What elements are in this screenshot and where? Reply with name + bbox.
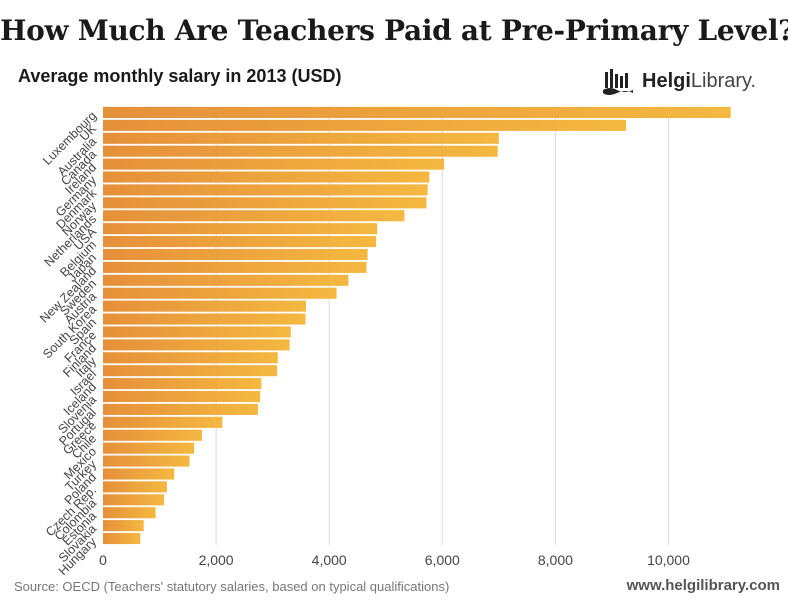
bar-uk [103,119,627,131]
x-tick-label: 8,000 [538,552,573,568]
site-url[interactable]: www.helgilibrary.com [626,577,780,594]
source-note: Source: OECD (Teachers' statutory salari… [14,579,450,594]
bar-norway [103,197,427,209]
bar-south-korea [103,300,307,312]
bar-ireland [103,158,444,170]
x-tick-label: 6,000 [425,552,460,568]
logo-text: HelgiLibrary. [642,70,756,93]
bar-greece [103,416,223,428]
library-columns-icon [603,69,633,95]
bar-israel [103,365,278,377]
bar-france [103,326,291,338]
bar-netherlands [103,210,405,222]
bar-italy [103,352,278,364]
bar-portugal [103,403,258,415]
logo-text-bold: Helgi [642,69,691,92]
bar-luxembourg [103,106,731,118]
logo-text-light: Library. [690,69,757,92]
chart-subtitle: Average monthly salary in 2013 (USD) [18,66,342,86]
x-axis-ticks: 0 2,000 4,000 6,000 8,000 10,000 [99,552,690,568]
bar-japan [103,248,368,261]
bar-sweden [103,274,349,286]
bar-australia [103,132,499,144]
category-labels: LuxembourgUKAustraliaCanadaIrelandGerman… [37,109,100,578]
x-tick-label: 0 [99,552,107,568]
bar-mexico [103,442,195,454]
bar-new-zealand [103,261,367,273]
bar-poland [103,468,175,480]
bar-finland [103,339,290,351]
bar-iceland [103,378,262,390]
bar-denmark [103,184,428,196]
chart-title: How Much Are Teachers Paid at Pre-Primar… [0,14,788,47]
x-tick-label: 2,000 [199,552,234,568]
x-tick-label: 4,000 [312,552,347,568]
bar-spain [103,313,306,325]
bar-czech-rep [103,481,167,493]
bar-colombia [103,494,165,506]
bar-germany [103,171,430,183]
bar-turkey [103,455,190,467]
bar-slovakia [103,520,144,532]
x-tick-label: 10,000 [647,552,690,568]
bar-hungary [103,532,141,545]
bars [103,106,731,545]
bar-chile [103,429,202,441]
bar-usa [103,223,378,235]
bar-austria [103,287,337,299]
bar-canada [103,145,498,157]
bar-estonia [103,507,156,519]
helgi-library-logo[interactable]: HelgiLibrary. [602,66,756,96]
bar-slovenia [103,390,261,403]
bar-belgium [103,236,377,248]
